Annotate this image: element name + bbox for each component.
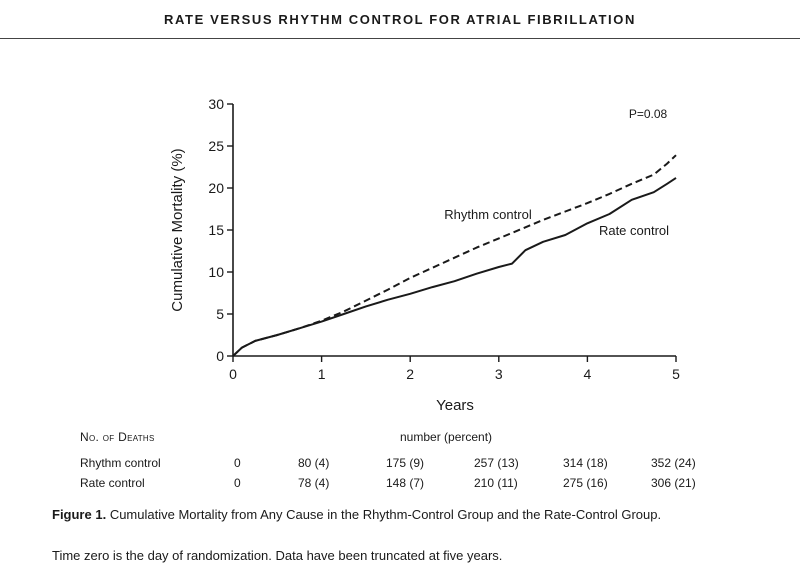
table-subheading: number (percent) [400,430,493,444]
table-cell: 210 (11) [474,476,518,490]
row-label-rhythm: Rhythm control [80,456,161,470]
x-axis-label: Years [436,397,474,414]
table-cell: 175 (9) [386,456,425,470]
table-cell: 148 (7) [386,476,425,490]
header-rule [0,38,800,39]
y-axis-label: Cumulative Mortality (%) [169,148,186,311]
running-title: RATE VERSUS RHYTHM CONTROL FOR ATRIAL FI… [164,12,636,27]
x-tick-label: 2 [406,366,414,382]
y-tick-label: 5 [216,306,224,322]
table-cell: 314 (18) [563,456,608,470]
series-label-rate: Rate control [599,223,669,238]
table-cell: 78 (4) [298,476,330,490]
x-tick-label: 4 [584,366,592,382]
y-tick-label: 30 [208,96,224,112]
y-tick-label: 25 [208,138,224,154]
p-value-annotation: P=0.08 [629,107,668,121]
x-tick-label: 1 [318,366,326,382]
y-tick-label: 15 [208,222,224,238]
figure-caption: Figure 1. Cumulative Mortality from Any … [52,506,752,523]
x-tick-label: 5 [672,366,680,382]
table-cell: 0 [234,476,241,490]
caption-text: Cumulative Mortality from Any Cause in t… [109,507,662,522]
table-cell: 0 [234,456,241,470]
x-tick-label: 0 [229,366,237,382]
table-heading: No. of Deaths [80,430,155,444]
table-cell: 257 (13) [474,456,519,470]
figure-label: Figure 1. [52,507,107,522]
row-label-rate: Rate control [80,476,145,490]
chart-axes: 0 5 10 15 20 25 30 0 1 2 3 4 5 [208,96,680,382]
series-line-rhythm-control [232,154,677,357]
table-cell: 352 (24) [651,456,696,470]
y-tick-label: 0 [216,348,224,364]
table-cell: 306 (21) [651,476,696,490]
caption-note: Time zero is the day of randomization. D… [52,548,503,563]
series-line-rate-control [232,177,677,357]
table-cell: 275 (16) [563,476,608,490]
chart-marks [232,154,677,357]
y-tick-label: 20 [208,180,224,196]
mortality-chart: 0 5 10 15 20 25 30 0 1 2 3 4 5 Cumulative Mortality … [169,96,680,414]
y-tick-label: 10 [208,264,224,280]
series-label-rhythm: Rhythm control [444,207,532,222]
x-tick-label: 3 [495,366,503,382]
table-cell: 80 (4) [298,456,330,470]
